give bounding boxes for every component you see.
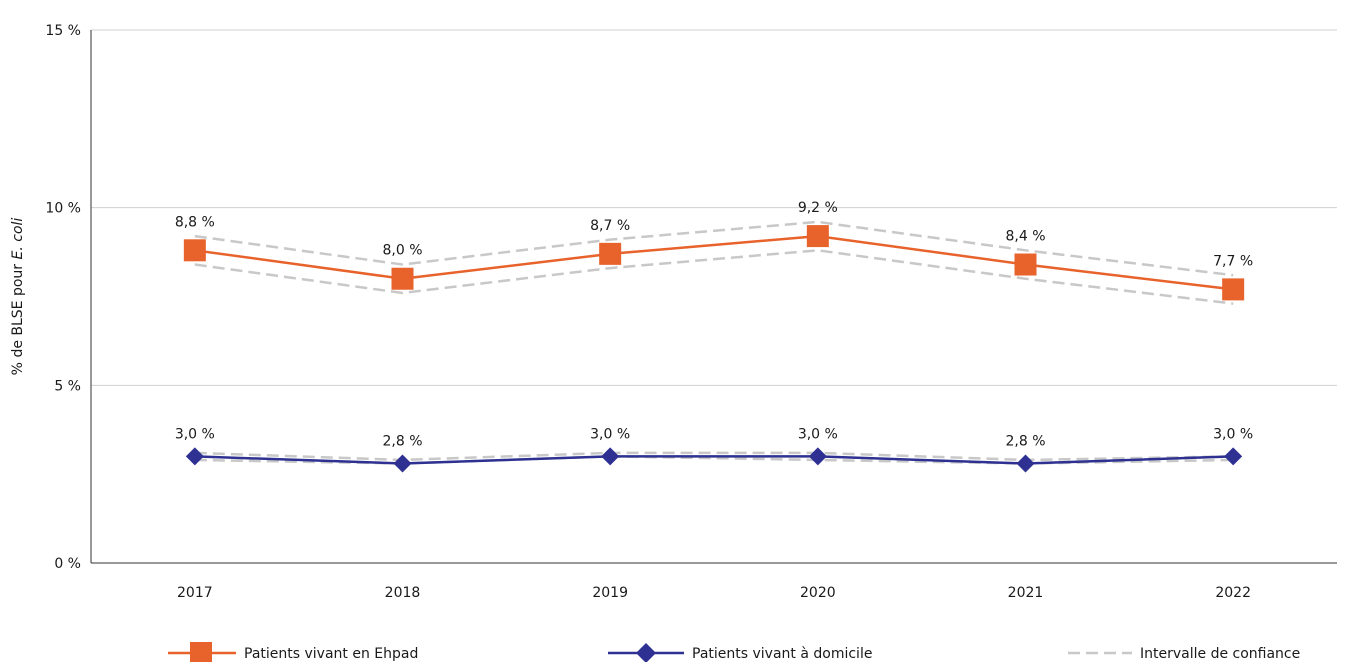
diamond-marker	[393, 454, 412, 473]
square-marker	[1222, 278, 1245, 301]
series-line	[194, 455, 1234, 465]
legend-square-marker	[190, 642, 212, 662]
confidence-intervals	[194, 220, 1234, 465]
legend-label-domicile: Patients vivant à domicile	[692, 646, 872, 662]
ci-upper-line	[194, 451, 1234, 462]
y-axis-ticks: 0 % 5 % 10 % 15 %	[45, 23, 81, 572]
data-label: 8,4 %	[1005, 229, 1045, 245]
ci-upper-line	[194, 220, 1234, 277]
x-tick-label: 2019	[592, 585, 628, 601]
data-label: 3,0 %	[1213, 426, 1253, 442]
square-marker	[183, 239, 206, 262]
grid-lines	[91, 29, 1337, 386]
data-label: 7,7 %	[1213, 253, 1253, 269]
legend: Patients vivant en Ehpad Patients vivant …	[168, 642, 1300, 662]
data-label: 3,0 %	[590, 426, 630, 442]
x-axis: 2017 2018 2019 2020 2021 2022	[90, 30, 1337, 601]
x-tick-label: 2018	[385, 585, 421, 601]
x-tick-label: 2022	[1215, 585, 1251, 601]
x-tick-label: 2020	[800, 585, 836, 601]
y-tick-label: 5 %	[54, 378, 81, 394]
data-label: 9,2 %	[798, 200, 838, 216]
data-label: 2,8 %	[1005, 434, 1045, 450]
diamond-marker	[808, 447, 827, 466]
diamond-marker	[1016, 454, 1035, 473]
legend-diamond-marker	[636, 643, 656, 662]
data-label: 3,0 %	[175, 426, 215, 442]
legend-label-ehpad: Patients vivant en Ehpad	[244, 646, 418, 662]
legend-label-ci: Intervalle de confiance	[1140, 646, 1300, 662]
square-marker	[806, 225, 829, 248]
data-label: 8,7 %	[590, 218, 630, 234]
data-label: 8,0 %	[382, 243, 422, 259]
data-label: 8,8 %	[175, 214, 215, 230]
y-tick-label: 10 %	[45, 201, 81, 217]
square-marker	[1014, 253, 1037, 276]
data-label: 2,8 %	[382, 434, 422, 450]
data-label: 3,0 %	[798, 426, 838, 442]
y-tick-label: 15 %	[45, 23, 81, 39]
series-markers	[183, 225, 1245, 473]
y-axis-label-group: % de BLSE pour E. coli	[10, 218, 26, 376]
ci-lower-line	[194, 249, 1234, 305]
square-marker	[391, 267, 414, 290]
series-lines	[194, 234, 1234, 465]
diamond-marker	[185, 447, 204, 466]
square-marker	[599, 242, 622, 265]
y-axis-label-italic: E. coli	[10, 218, 26, 260]
data-labels: 8,8 % 8,0 % 8,7 % 9,2 % 8,4 % 7,7 % 3,0 % 2,8 %…	[175, 200, 1253, 449]
diamond-marker	[601, 447, 620, 466]
x-tick-label: 2017	[177, 585, 213, 601]
y-tick-label: 0 %	[54, 556, 81, 572]
y-axis-label-text: % de BLSE pour	[10, 259, 26, 375]
diamond-marker	[1224, 447, 1243, 466]
series-line	[194, 234, 1234, 291]
x-tick-label: 2021	[1008, 585, 1044, 601]
y-axis-label: % de BLSE pour E. coli	[10, 218, 26, 376]
